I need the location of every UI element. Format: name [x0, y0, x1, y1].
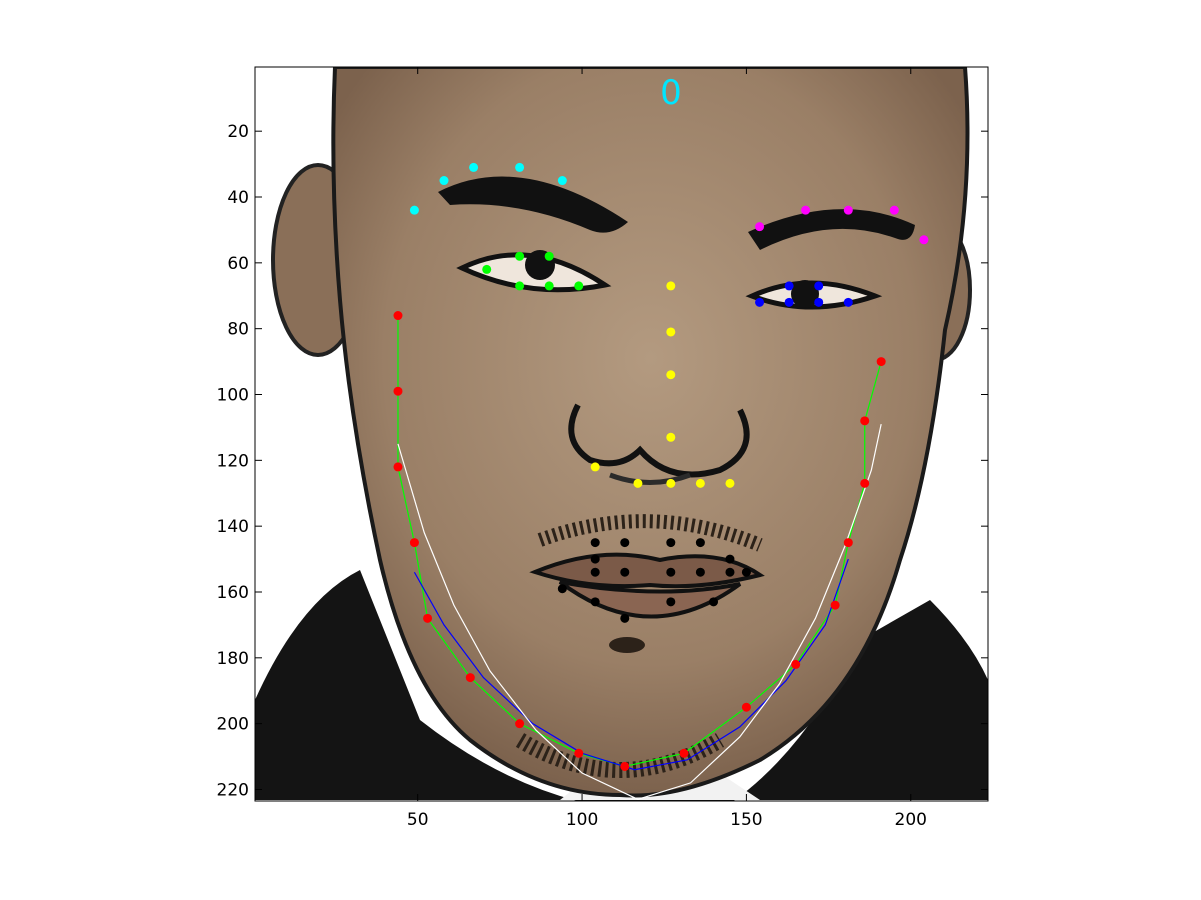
- x-tick-label: 200: [895, 810, 927, 830]
- landmark-point-0-6: [515, 719, 525, 729]
- landmark-point-0-11: [791, 659, 801, 669]
- landmark-point-4-1: [784, 281, 794, 291]
- y-tick-label: 120: [217, 451, 249, 471]
- landmark-point-2-0: [755, 222, 765, 232]
- landmark-point-1-2: [469, 162, 479, 172]
- landmark-point-5-3: [666, 432, 676, 442]
- landmark-point-6-13: [590, 597, 600, 607]
- y-tick-label: 60: [227, 254, 249, 274]
- landmark-point-6-9: [695, 567, 705, 577]
- landmark-point-2-2: [843, 205, 853, 215]
- landmark-point-0-14: [860, 478, 870, 488]
- landmark-point-1-4: [557, 176, 567, 186]
- axes-frame: [254, 66, 989, 802]
- landmark-point-6-11: [741, 567, 751, 577]
- y-tick-label: 100: [217, 386, 249, 406]
- landmark-point-3-1: [515, 251, 525, 261]
- face-illustration: [255, 67, 988, 801]
- landmark-point-6-4: [725, 554, 735, 564]
- landmark-point-6-7: [620, 567, 630, 577]
- x-tick-label: 100: [566, 810, 598, 830]
- landmark-point-6-12: [557, 584, 567, 594]
- landmark-point-4-3: [784, 297, 794, 307]
- landmark-point-2-4: [919, 235, 929, 245]
- landmark-point-4-5: [843, 297, 853, 307]
- landmark-point-0-9: [679, 748, 689, 758]
- landmark-point-6-2: [666, 538, 676, 548]
- landmark-point-5-4: [590, 462, 600, 472]
- landmark-point-6-8: [666, 567, 676, 577]
- landmark-point-0-0: [393, 311, 403, 321]
- x-tick-label: 50: [407, 810, 429, 830]
- landmark-point-5-2: [666, 370, 676, 380]
- landmark-point-4-0: [755, 297, 765, 307]
- frame-number-annotation: 0: [660, 73, 682, 113]
- landmark-point-6-16: [620, 613, 630, 623]
- landmark-point-6-1: [620, 538, 630, 548]
- y-tick-label: 20: [227, 122, 249, 142]
- landmark-point-4-2: [814, 281, 824, 291]
- landmark-point-0-15: [860, 416, 870, 426]
- landmark-point-5-8: [725, 478, 735, 488]
- landmark-point-3-2: [544, 251, 554, 261]
- landmark-point-1-1: [439, 176, 449, 186]
- landmark-point-0-10: [741, 702, 751, 712]
- landmark-point-3-0: [482, 264, 492, 274]
- landmark-point-5-5: [633, 478, 643, 488]
- y-tick-label: 140: [217, 517, 249, 537]
- landmark-point-3-3: [515, 281, 525, 291]
- landmark-point-2-1: [801, 205, 811, 215]
- y-tick-label: 40: [227, 188, 249, 208]
- landmark-point-0-4: [423, 613, 433, 623]
- landmark-point-5-7: [695, 478, 705, 488]
- landmark-point-2-3: [889, 205, 899, 215]
- y-tick-label: 80: [227, 320, 249, 340]
- landmark-point-0-13: [843, 538, 853, 548]
- y-tick-label: 200: [217, 715, 249, 735]
- landmark-point-4-4: [814, 297, 824, 307]
- landmark-point-0-3: [409, 538, 419, 548]
- landmark-point-6-10: [725, 567, 735, 577]
- landmark-point-1-0: [409, 205, 419, 215]
- y-tick-label: 220: [217, 780, 249, 800]
- y-tick-label: 160: [217, 583, 249, 603]
- landmark-point-3-4: [544, 281, 554, 291]
- landmark-points: [393, 162, 929, 771]
- axis-ticks: 50 100 150 200 20 40 60 80 100 120 140 160 180 200 220: [217, 67, 988, 830]
- landmark-point-5-6: [666, 478, 676, 488]
- curve-line-2: [397, 423, 882, 800]
- landmark-point-0-12: [830, 600, 840, 610]
- landmark-point-0-8: [620, 761, 630, 771]
- landmark-point-6-6: [590, 567, 600, 577]
- landmark-point-0-2: [393, 462, 403, 472]
- landmark-point-6-3: [695, 538, 705, 548]
- landmark-point-0-7: [574, 748, 584, 758]
- landmark-point-0-16: [876, 357, 886, 367]
- landmark-point-6-14: [666, 597, 676, 607]
- landmark-point-3-5: [574, 281, 584, 291]
- landmark-point-5-0: [666, 281, 676, 291]
- landmark-point-1-3: [515, 162, 525, 172]
- landmark-point-0-5: [465, 673, 475, 683]
- landmark-point-6-0: [590, 538, 600, 548]
- y-tick-label: 180: [217, 649, 249, 669]
- x-tick-label: 150: [730, 810, 762, 830]
- landmark-point-0-1: [393, 386, 403, 396]
- landmark-point-5-1: [666, 327, 676, 337]
- landmark-point-6-5: [590, 554, 600, 564]
- landmark-point-6-15: [709, 597, 719, 607]
